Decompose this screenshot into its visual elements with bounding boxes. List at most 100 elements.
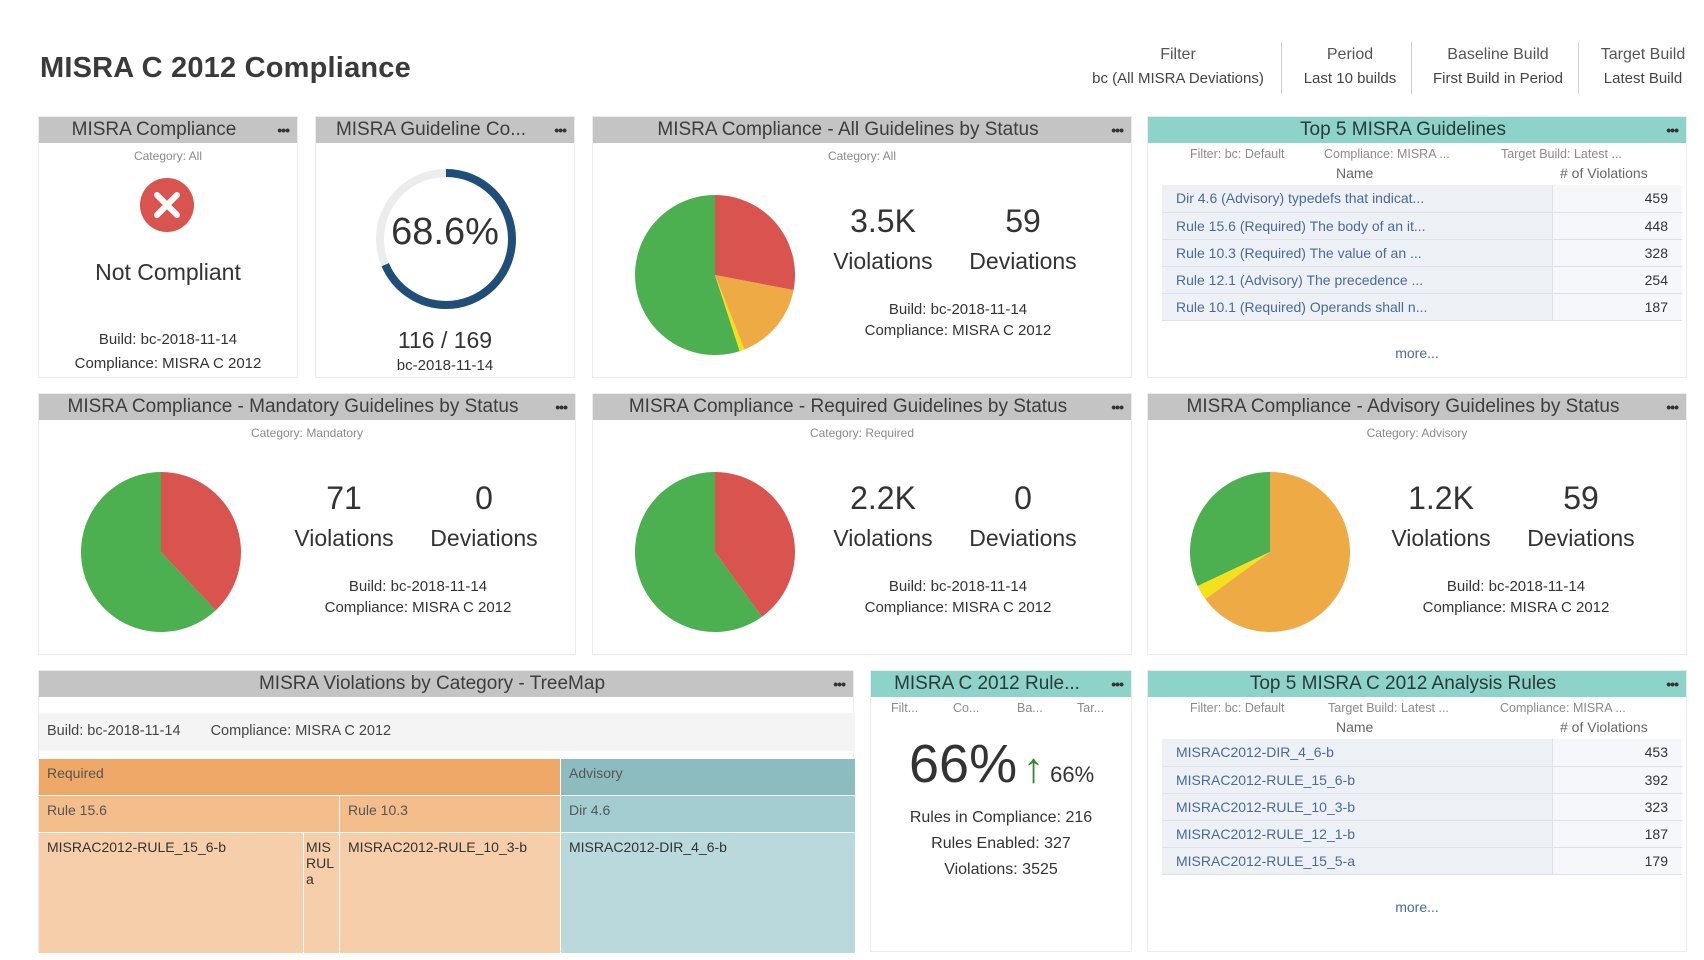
widget-menu-icon[interactable]: ••• — [1111, 399, 1124, 415]
rule-compliance-percent: 66% — [909, 734, 1018, 794]
widget-menu-icon[interactable]: ••• — [1666, 122, 1679, 138]
header-separator — [1281, 42, 1282, 94]
table-row[interactable]: Rule 10.3 (Required) The value of an ...… — [1162, 239, 1682, 267]
treemap-leaf-rule-10-3-b[interactable]: MISRAC2012-RULE_10_3-b — [340, 833, 560, 953]
row-name[interactable]: MISRAC2012-RULE_15_6-b — [1162, 766, 1553, 794]
deviations-count: 0 — [475, 480, 493, 516]
violations-label: Violations — [833, 248, 933, 274]
widget-footer: Build: bc-2018-11-14 Compliance: MISRA C… — [1381, 576, 1651, 618]
widget-header: MISRA Compliance - All Guidelines by Sta… — [593, 117, 1131, 143]
header-filter-target[interactable]: Target Build Latest Build — [1584, 46, 1702, 87]
baseline-label: Baseline Build — [1447, 46, 1549, 63]
widget-menu-icon[interactable]: ••• — [1111, 122, 1124, 138]
row-name[interactable]: MISRAC2012-DIR_4_6-b — [1162, 739, 1553, 767]
more-link[interactable]: more... — [1395, 345, 1439, 361]
compliance-label: Compliance: MISRA C 2012 — [864, 322, 1052, 339]
deviations-label: Deviations — [969, 525, 1077, 551]
table-row[interactable]: Rule 15.6 (Required) The body of an it..… — [1162, 212, 1682, 240]
widget-rule-compliance: MISRA C 2012 Rule... ••• Filt... Co... B… — [870, 670, 1132, 952]
filter-value: bc (All MISRA Deviations) — [1092, 70, 1264, 87]
treemap-meta: Build: bc-2018-11-14 Compliance: MISRA C… — [47, 723, 417, 739]
header-filter-baseline[interactable]: Baseline Build First Build in Period — [1418, 46, 1578, 87]
widget-menu-icon[interactable]: ••• — [1666, 676, 1679, 692]
pie-slice-violations-red[interactable] — [715, 195, 795, 290]
meta-baseline: Ba... — [1017, 701, 1043, 715]
table-row[interactable]: MISRAC2012-RULE_12_1-b 187 — [1162, 820, 1682, 848]
col-name: Name — [1336, 165, 1374, 181]
pie-slice-compliant[interactable] — [81, 472, 216, 632]
deviations-count: 59 — [1563, 480, 1599, 516]
table-row[interactable]: MISRAC2012-RULE_10_3-b 323 — [1162, 793, 1682, 821]
pie-slice-violations-yellow[interactable] — [1197, 552, 1270, 600]
row-name[interactable]: Rule 15.6 (Required) The body of an it..… — [1162, 212, 1553, 240]
widget-menu-icon[interactable]: ••• — [1111, 676, 1124, 692]
table-row[interactable]: MISRAC2012-RULE_15_5-a 179 — [1162, 847, 1682, 875]
widget-menu-icon[interactable]: ••• — [555, 399, 568, 415]
table-row[interactable]: Dir 4.6 (Advisory) typedefs that indicat… — [1162, 185, 1682, 213]
widget-footer: Build: bc-2018-11-14 Compliance: MISRA C… — [823, 299, 1093, 341]
build-label: Build: bc-2018-11-14 — [98, 331, 238, 348]
widget-header: MISRA C 2012 Rule... ••• — [871, 671, 1131, 697]
build-label: Build: bc-2018-11-14 — [348, 578, 488, 595]
treemap-meta-bar — [39, 713, 855, 751]
widget-header: MISRA Violations by Category - TreeMap •… — [39, 671, 853, 697]
filter-label: Filter — [1160, 46, 1196, 63]
gauge-percent: 68.6% — [391, 211, 499, 253]
row-name[interactable]: Rule 12.1 (Advisory) The precedence ... — [1162, 266, 1553, 294]
pie-chart — [635, 195, 795, 355]
meta-target: Target Build: Latest ... — [1328, 701, 1449, 715]
pie-slice-violations-red[interactable] — [161, 472, 241, 611]
widget-title: MISRA Compliance - All Guidelines by Sta… — [657, 119, 1039, 140]
treemap-required-header[interactable]: Required — [39, 759, 560, 795]
treemap-rule-10-3[interactable]: Rule 10.3 — [340, 796, 560, 832]
deviations-stat: 0 Deviations — [419, 480, 549, 552]
widget-menu-icon[interactable]: ••• — [277, 122, 290, 138]
row-name[interactable]: MISRAC2012-RULE_12_1-b — [1162, 820, 1553, 848]
violations-label: Violations — [1391, 525, 1491, 551]
treemap-leaf-rule-15-6-b[interactable]: MISRAC2012-RULE_15_6-b — [39, 833, 303, 953]
treemap-rule-15-6[interactable]: Rule 15.6 — [39, 796, 339, 832]
col-count: # of Violations — [1560, 165, 1648, 181]
treemap-advisory-header[interactable]: Advisory — [561, 759, 855, 795]
row-count: 459 — [1552, 185, 1682, 213]
target-label: Target Build — [1600, 46, 1686, 63]
widget-menu-icon[interactable]: ••• — [554, 122, 567, 138]
widget-menu-icon[interactable]: ••• — [833, 676, 846, 692]
compliance-label: Compliance: MISRA C 2012 — [210, 723, 392, 739]
rules-in-compliance: Rules in Compliance: 216 — [909, 809, 1093, 826]
widget-header: MISRA Compliance ••• — [39, 117, 297, 143]
pie-slice-violations-red[interactable] — [715, 472, 795, 617]
compliance-label: Compliance: MISRA C 2012 — [324, 599, 512, 616]
widget-title: MISRA Compliance - Mandatory Guidelines … — [67, 396, 519, 417]
row-name[interactable]: Dir 4.6 (Advisory) typedefs that indicat… — [1162, 185, 1553, 213]
more-link[interactable]: more... — [1395, 899, 1439, 915]
pie-slice-compliant[interactable] — [635, 195, 740, 355]
table-row[interactable]: MISRAC2012-RULE_15_6-b 392 — [1162, 766, 1682, 794]
row-name[interactable]: Rule 10.3 (Required) The value of an ... — [1162, 239, 1553, 267]
row-count: 179 — [1552, 847, 1682, 875]
widget-menu-icon[interactable]: ••• — [1666, 399, 1679, 415]
row-count: 328 — [1552, 239, 1682, 267]
treemap-dir-4-6[interactable]: Dir 4.6 — [561, 796, 855, 832]
pie-slice-advisory-orange[interactable] — [715, 275, 794, 350]
row-name[interactable]: MISRAC2012-RULE_15_5-a — [1162, 847, 1553, 875]
header-filter-period[interactable]: Period Last 10 builds — [1288, 46, 1412, 87]
treemap-leaf-dir-4-6-b[interactable]: MISRAC2012-DIR_4_6-b — [561, 833, 855, 953]
violations-count: 71 — [326, 480, 362, 516]
violations-label: Violations — [833, 525, 933, 551]
arrow-up-icon: ↑ — [1023, 744, 1045, 791]
row-name[interactable]: MISRAC2012-RULE_10_3-b — [1162, 793, 1553, 821]
pie-slice-compliant[interactable] — [635, 472, 763, 632]
table-row[interactable]: MISRAC2012-DIR_4_6-b 453 — [1162, 739, 1682, 767]
widget-title: MISRA Guideline Co... — [335, 119, 527, 140]
pie-slice-advisory-orange[interactable] — [1205, 472, 1350, 632]
treemap-leaf-small[interactable]: MIS RUL a — [304, 833, 339, 953]
table-row[interactable]: Rule 12.1 (Advisory) The precedence ... 2… — [1162, 266, 1682, 294]
header-filter-filter[interactable]: Filter bc (All MISRA Deviations) — [1080, 46, 1276, 87]
row-name[interactable]: Rule 10.1 (Required) Operands shall n... — [1162, 293, 1553, 321]
pie-slice-compliant[interactable] — [1190, 472, 1270, 587]
table-row[interactable]: Rule 10.1 (Required) Operands shall n...… — [1162, 293, 1682, 321]
pie-slice-violations-yellow[interactable] — [715, 275, 745, 352]
widget-title: Top 5 MISRA Guidelines — [1300, 119, 1506, 140]
